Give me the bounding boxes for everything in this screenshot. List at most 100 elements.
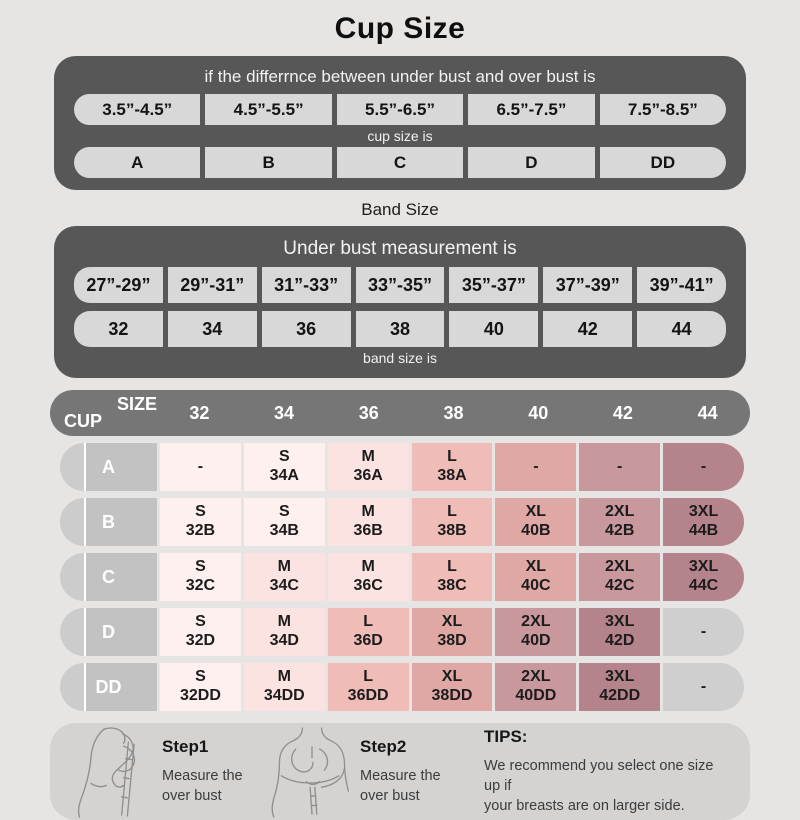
cell-code: 32DD [179,687,221,704]
cup-diff-range-pill: 5.5”-6.5” [336,94,464,125]
row-cup-label: C [60,553,157,601]
cell-size: 2XL [521,668,551,686]
matrix-corner-cell: SIZE CUP [50,390,157,436]
cell-size: S [195,503,206,521]
size-cell: XL 40B [495,498,577,546]
cell-size: - [617,457,623,475]
matrix-row-c: C S 32C M 34C M 36C L 38C XL 40C 2XL 42C 3XL 44… [60,553,744,601]
cell-size: L [447,558,457,576]
cup-letter-pill: C [336,147,464,178]
band-size-is-label: band size is [363,350,437,366]
size-cell: M 36B [327,498,409,546]
cell-code: 34B [269,522,299,539]
cell-size: XL [525,558,547,576]
band-size-pill: 42 [543,311,633,347]
cup-size-is-label: cup size is [367,128,433,144]
cell-code: 44C [688,577,719,594]
cell-size: S [278,503,290,521]
cup-diff-range-pill: 3.5”-4.5” [74,94,201,125]
size-cell: - [579,443,661,491]
matrix-column-header: 42 [612,402,633,423]
cell-size: XL [441,668,463,686]
step1-title: Step1 [162,736,209,756]
cell-code: 34DD [263,687,305,704]
cell-size: 2XL [605,503,635,521]
matrix-column-header: 38 [443,402,464,423]
step2-title: Step2 [360,736,407,756]
cell-size: M [277,558,291,576]
row-cup-label: A [60,443,157,491]
band-size-pill: 34 [167,311,257,347]
row-cup-label: DD [60,663,157,711]
size-matrix: SIZE CUP 32 34 36 38 40 42 44 A - S 34A M… [50,390,750,711]
cell-code: 44B [688,522,719,539]
cell-size: 3XL [605,668,635,686]
cup-letter-pill: DD [599,147,727,178]
band-size-pill: 38 [355,311,445,347]
step2-text-line2: over bust [360,788,420,804]
size-cell: - [495,443,577,491]
cell-code: 36D [353,632,383,649]
cell-code: 38A [437,467,467,484]
cup-panel-caption: if the differrnce between under bust and… [204,67,596,86]
size-cell: 3XL 42DD [579,663,661,711]
cup-letter-row: A B C D DD [74,147,727,178]
corner-cup-label: CUP [64,411,103,431]
cell-size: M [361,503,375,521]
step1-block: Step1 Measure the over bust [158,737,268,807]
size-cell: XL 40C [495,553,577,601]
tips-text-line2: your breasts are on larger side. [484,798,685,815]
size-cell: XL 38D [411,608,493,656]
matrix-column-header: 34 [274,402,295,423]
size-cell: 3XL 42D [579,608,661,656]
cell-size: 3XL [688,558,719,576]
cell-code: 36B [353,522,383,539]
band-range-pill: 35”-37” [449,267,539,303]
size-cell: L 38A [411,443,493,491]
cell-size: 2XL [521,613,551,631]
cell-size: XL [441,613,463,631]
cell-code: 42C [605,577,635,594]
matrix-header-row: SIZE CUP 32 34 36 38 40 42 44 [50,390,750,436]
band-range-pill: 33”-35” [355,267,445,303]
cell-code: 40B [521,522,551,539]
size-cell: S 34B [243,498,325,546]
cell-size: L [363,613,374,631]
size-cell: M 34DD [243,663,325,711]
cell-size: XL [525,503,547,521]
cell-size: L [447,448,457,466]
size-cell: L 36DD [327,663,409,711]
cell-code: 32D [185,632,216,649]
band-size-pill: 36 [261,311,351,347]
cell-code: 38DD [431,687,473,704]
matrix-row-b: B S 32B S 34B M 36B L 38B XL 40B 2XL 42B 3XL 44… [60,498,744,546]
cell-code: 34D [269,632,299,649]
step2-block: Step2 Measure the over bust [356,737,466,807]
step2-text-line1: Measure the [360,767,441,784]
matrix-column-header: 40 [528,402,549,423]
matrix-column-header: 36 [358,402,379,423]
size-cell: S 32DD [160,663,241,711]
tips-title: TIPS: [484,726,528,746]
cell-code: 40DD [515,687,557,704]
band-range-row: 27”-29” 29”-31” 31”-33” 33”-35” 35”-37” … [74,267,727,303]
size-cell: S 32C [160,553,241,601]
band-size-pill: 40 [449,311,539,347]
cup-diff-range-row: 3.5”-4.5” 4.5”-5.5” 5.5”-6.5” 6.5”-7.5” … [74,94,727,125]
cell-code: 36DD [347,687,389,704]
size-cell: M 36A [327,443,409,491]
band-size-panel: Under bust measurement is 27”-29” 29”-31… [54,226,746,378]
cell-code: 36A [353,467,383,484]
cell-size: 3XL [688,503,719,521]
tips-block: TIPS: We recommend you select one size u… [466,727,730,817]
cup-size-panel: if the differrnce between under bust and… [54,56,746,190]
size-cell: 2XL 42B [579,498,661,546]
matrix-column-header: 32 [189,402,210,423]
cell-size: S [195,558,206,576]
cell-size: 2XL [605,558,635,576]
cell-size: - [700,622,707,640]
cell-size: - [700,677,707,695]
band-range-pill: 29”-31” [167,267,257,303]
cell-size: - [533,457,539,475]
band-range-pill: 37”-39” [543,267,633,303]
